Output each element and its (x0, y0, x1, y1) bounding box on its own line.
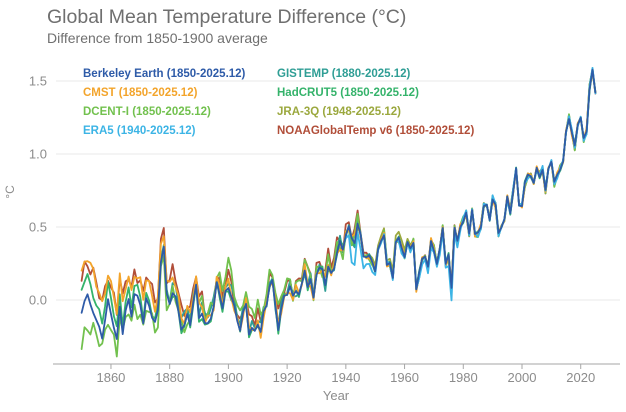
legend-item-berkeley-earth: Berkeley Earth (1850-2025.12) (83, 64, 245, 83)
y-tick-label: 1.0 (29, 147, 47, 162)
legend-label: GISTEMP (1880-2025.12) (277, 67, 411, 80)
x-tick-label: 1940 (331, 370, 360, 385)
x-tick-label: 2000 (508, 370, 537, 385)
legend-label: JRA-3Q (1948-2025.12) (277, 105, 402, 118)
x-tick-label: 1980 (449, 370, 478, 385)
legend-label: HadCRUT5 (1850-2025.12) (277, 86, 419, 99)
x-tick-label: 1920 (273, 370, 302, 385)
legend-item-cmst: CMST (1850-2025.12) (83, 83, 245, 102)
legend-item-dcent-i: DCENT-I (1850-2025.12) (83, 102, 245, 121)
legend-column-left: Berkeley Earth (1850-2025.12) CMST (1850… (83, 64, 245, 141)
chart-subtitle: Difference from 1850-1900 average (47, 30, 268, 46)
x-tick-label: 1860 (96, 370, 125, 385)
y-axis-title: °C (3, 185, 17, 199)
chart-title: Global Mean Temperature Difference (°C) (47, 6, 407, 28)
legend-label: ERA5 (1940-2025.12) (83, 125, 196, 138)
x-tick-label: 2020 (566, 370, 595, 385)
legend-item-hadcrut5: HadCRUT5 (1850-2025.12) (277, 83, 474, 102)
x-axis-title: Year (323, 388, 350, 403)
y-tick-label: 0.0 (29, 293, 47, 308)
x-tick-label: 1900 (214, 370, 243, 385)
legend-column-right: GISTEMP (1880-2025.12) HadCRUT5 (1850-20… (277, 64, 474, 141)
legend-label: CMST (1850-2025.12) (83, 86, 198, 99)
series-line-berkeley-earth (80, 68, 597, 340)
y-tick-label: 1.5 (29, 74, 47, 89)
legend-label: DCENT-I (1850-2025.12) (83, 105, 211, 118)
x-tick-label: 1880 (155, 370, 184, 385)
legend-item-jra-3q: JRA-3Q (1948-2025.12) (277, 102, 474, 121)
legend-item-gistemp: GISTEMP (1880-2025.12) (277, 64, 474, 83)
x-tick-label: 1960 (390, 370, 419, 385)
legend-item-era5: ERA5 (1940-2025.12) (83, 122, 245, 141)
y-tick-label: 0.5 (29, 220, 47, 235)
legend-label: Berkeley Earth (1850-2025.12) (83, 67, 246, 80)
legend-label: NOAAGlobalTemp v6 (1850-2025.12) (277, 125, 475, 138)
legend-item-noaaglobaltemp: NOAAGlobalTemp v6 (1850-2025.12) (277, 122, 474, 141)
